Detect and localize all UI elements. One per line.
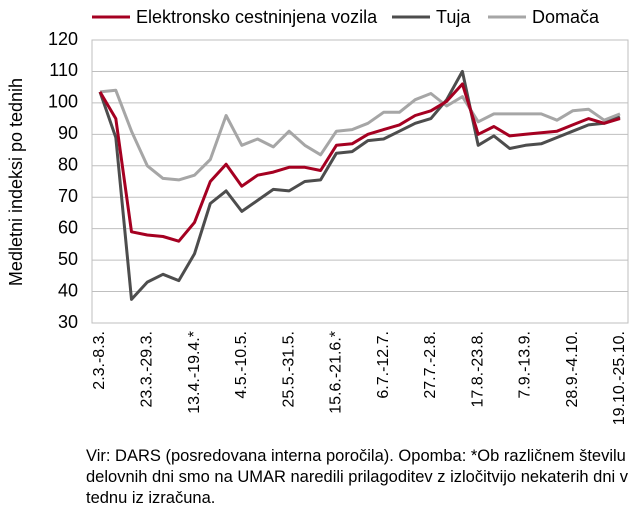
source-note: Vir: DARS (posredovana interna poročila)…	[86, 447, 629, 507]
x-tick-label: 15.6.-21.6.*	[328, 331, 345, 414]
y-tick-label: 100	[48, 92, 78, 112]
plot-frame	[91, 39, 629, 324]
y-tick-label: 60	[58, 217, 78, 237]
line-chart: Elektronsko cestninjena vozila Tuja Domača…	[6, 7, 629, 425]
y-axis-title: Medletni indeksi po tednih	[6, 78, 26, 286]
series-line-domaca	[99, 88, 621, 182]
y-tick-label: 50	[58, 249, 78, 269]
y-tick-label: 110	[49, 60, 78, 80]
y-tick-label: 30	[58, 312, 78, 332]
legend-label: Elektronsko cestninjena vozila	[136, 7, 378, 27]
x-tick-label: 6.7.-12.7.	[375, 331, 392, 399]
series-line-tuja	[98, 69, 621, 301]
legend: Elektronsko cestninjena vozila Tuja Domača	[92, 7, 600, 27]
series-lines	[98, 69, 621, 301]
x-tick-label: 2.3.-8.3.	[91, 331, 108, 390]
y-tick-label: 40	[58, 280, 78, 300]
series-line-elektronsko	[98, 82, 621, 243]
x-tick-label: 4.5.-10.5.	[233, 331, 250, 399]
x-tick-label: 25.5.-31.5.	[280, 331, 297, 408]
gridlines	[91, 39, 629, 324]
x-tick-label: 13.4.-19.4.*	[186, 331, 203, 414]
legend-label: Domača	[532, 7, 600, 27]
x-tick-label: 27.7.-2.8.	[422, 331, 439, 399]
x-tick-label: 23.3.-29.3.	[138, 331, 155, 408]
legend-label: Tuja	[436, 7, 471, 27]
x-tick-label: 28.9.-4.10.	[564, 331, 581, 408]
x-tick-label: 7.9.-13.9.	[517, 331, 534, 399]
y-axis-ticks: 30 40 50 60 70 80 90 100 110 120	[48, 29, 78, 332]
x-axis-ticks: 2.3.-8.3. 23.3.-29.3. 13.4.-19.4.* 4.5.-10.…	[91, 331, 628, 425]
y-tick-label: 90	[58, 123, 78, 143]
y-tick-label: 70	[58, 186, 78, 206]
x-tick-label: 17.8.-23.8.	[469, 331, 486, 408]
y-tick-label: 80	[58, 155, 78, 175]
x-tick-label: 19.10.-25.10.	[611, 331, 628, 425]
y-tick-label: 120	[48, 29, 78, 49]
